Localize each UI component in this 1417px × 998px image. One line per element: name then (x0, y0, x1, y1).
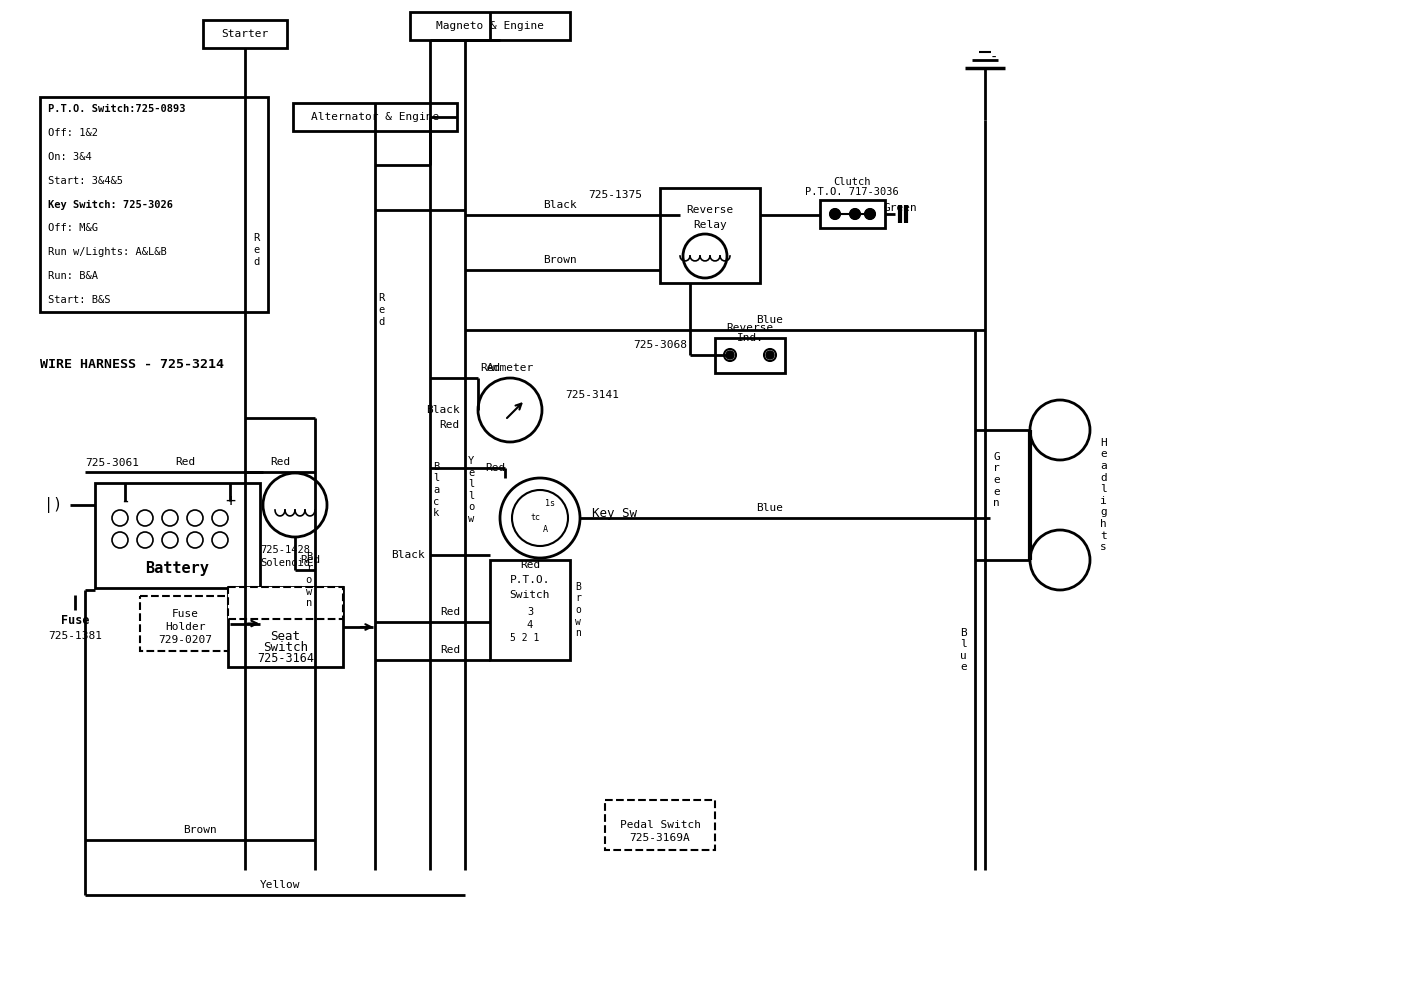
Text: P.T.O. Switch:725-0893: P.T.O. Switch:725-0893 (48, 104, 186, 114)
Text: Red: Red (480, 363, 500, 373)
Circle shape (726, 351, 734, 359)
Text: 725-1375: 725-1375 (588, 190, 642, 200)
Text: Key Switch: 725-3026: Key Switch: 725-3026 (48, 200, 173, 210)
Text: P.T.O. 717-3036: P.T.O. 717-3036 (805, 187, 898, 197)
Circle shape (864, 209, 876, 219)
Text: B
r
o
w
n: B r o w n (575, 582, 581, 638)
Text: -: - (990, 51, 999, 65)
Text: Black: Black (391, 550, 425, 560)
Text: 725-3141: 725-3141 (565, 390, 619, 400)
Bar (228, 587, 343, 619)
Text: Solenoid: Solenoid (259, 558, 310, 568)
Text: Red: Red (439, 607, 461, 617)
Text: Pedal Switch: Pedal Switch (619, 820, 700, 830)
Text: Relay: Relay (693, 220, 727, 230)
Bar (95, 483, 259, 588)
Bar (293, 103, 458, 131)
Text: Off: 1&2: Off: 1&2 (48, 128, 98, 138)
Text: Starter: Starter (221, 29, 269, 39)
Bar (605, 800, 716, 850)
Text: Clutch: Clutch (833, 177, 871, 187)
Text: R
e
d: R e d (378, 293, 384, 326)
Text: Switch: Switch (264, 642, 307, 655)
Bar (40, 97, 268, 312)
Text: Holder: Holder (164, 622, 205, 632)
Text: 5 2 1: 5 2 1 (510, 633, 540, 643)
Text: Yellow: Yellow (259, 880, 300, 890)
Text: P.T.O.: P.T.O. (510, 575, 550, 585)
Text: 725-3061: 725-3061 (85, 458, 139, 468)
Text: Red: Red (439, 420, 461, 430)
Text: 4: 4 (527, 620, 533, 630)
Circle shape (850, 209, 860, 219)
Bar (660, 188, 760, 283)
Text: 725-1428: 725-1428 (259, 545, 310, 555)
Text: H
e
a
d
l
i
g
h
t
s: H e a d l i g h t s (1100, 438, 1107, 552)
Text: Reverse: Reverse (727, 323, 774, 333)
Text: 725-1381: 725-1381 (48, 631, 102, 641)
Text: Start: 3&4&5: Start: 3&4&5 (48, 176, 123, 186)
Text: Y
e
l
l
o
w: Y e l l o w (468, 456, 475, 524)
Bar (820, 200, 886, 228)
Text: Blue: Blue (757, 503, 784, 513)
Text: 3: 3 (527, 607, 533, 617)
Text: -: - (120, 492, 130, 510)
Text: Switch: Switch (510, 590, 550, 600)
Text: Battery: Battery (146, 561, 210, 576)
Text: A: A (543, 526, 547, 535)
Text: Red: Red (174, 457, 196, 467)
Text: tc: tc (530, 514, 540, 523)
Text: Red: Red (439, 645, 461, 655)
Text: +: + (225, 492, 235, 510)
Text: Blue: Blue (757, 315, 784, 325)
Text: WIRE HARNESS - 725-3214: WIRE HARNESS - 725-3214 (40, 358, 224, 371)
Text: Ammeter: Ammeter (486, 363, 534, 373)
Text: Key Sw: Key Sw (592, 507, 638, 520)
Bar (490, 560, 570, 660)
Text: Red: Red (300, 555, 320, 565)
Text: Ind.: Ind. (737, 333, 764, 343)
Text: Run: B&A: Run: B&A (48, 271, 98, 281)
Text: Seat: Seat (271, 630, 300, 643)
Text: B
l
a
c
k: B l a c k (434, 462, 439, 518)
Text: Off: M&G: Off: M&G (48, 224, 98, 234)
Bar (410, 12, 570, 40)
Text: Red: Red (485, 463, 504, 473)
Text: On: 3&4: On: 3&4 (48, 152, 92, 162)
Text: Alternator & Engine: Alternator & Engine (310, 112, 439, 122)
Bar (203, 20, 288, 48)
Text: Reverse: Reverse (686, 205, 734, 215)
Bar (716, 338, 785, 373)
Text: G
r
e
e
n: G r e e n (993, 452, 1000, 508)
Text: Fuse: Fuse (61, 614, 89, 627)
Text: B
l
u
e: B l u e (961, 628, 966, 673)
Text: Black: Black (427, 405, 461, 415)
Circle shape (830, 209, 840, 219)
Text: Start: B&S: Start: B&S (48, 295, 111, 305)
Text: Magneto & Engine: Magneto & Engine (436, 21, 544, 31)
Bar (228, 587, 343, 667)
Text: R
e
d: R e d (254, 234, 259, 266)
Text: Brown: Brown (183, 825, 217, 835)
Text: 725-3164: 725-3164 (256, 653, 315, 666)
Bar (140, 596, 230, 651)
Text: |): |) (44, 497, 62, 513)
Text: 1s: 1s (546, 498, 555, 508)
Text: Brown: Brown (543, 255, 577, 265)
Circle shape (767, 351, 774, 359)
Text: Run w/Lights: A&L&B: Run w/Lights: A&L&B (48, 248, 167, 257)
Text: 725-3068: 725-3068 (633, 340, 687, 350)
Text: Fuse: Fuse (171, 609, 198, 619)
Text: 729-0207: 729-0207 (159, 635, 213, 645)
Text: Black: Black (543, 200, 577, 210)
Text: 725-3169A: 725-3169A (629, 833, 690, 843)
Text: Red: Red (520, 560, 540, 570)
Text: B
r
o
w
n: B r o w n (306, 552, 312, 608)
Text: Green: Green (883, 203, 917, 213)
Text: Red: Red (269, 457, 290, 467)
